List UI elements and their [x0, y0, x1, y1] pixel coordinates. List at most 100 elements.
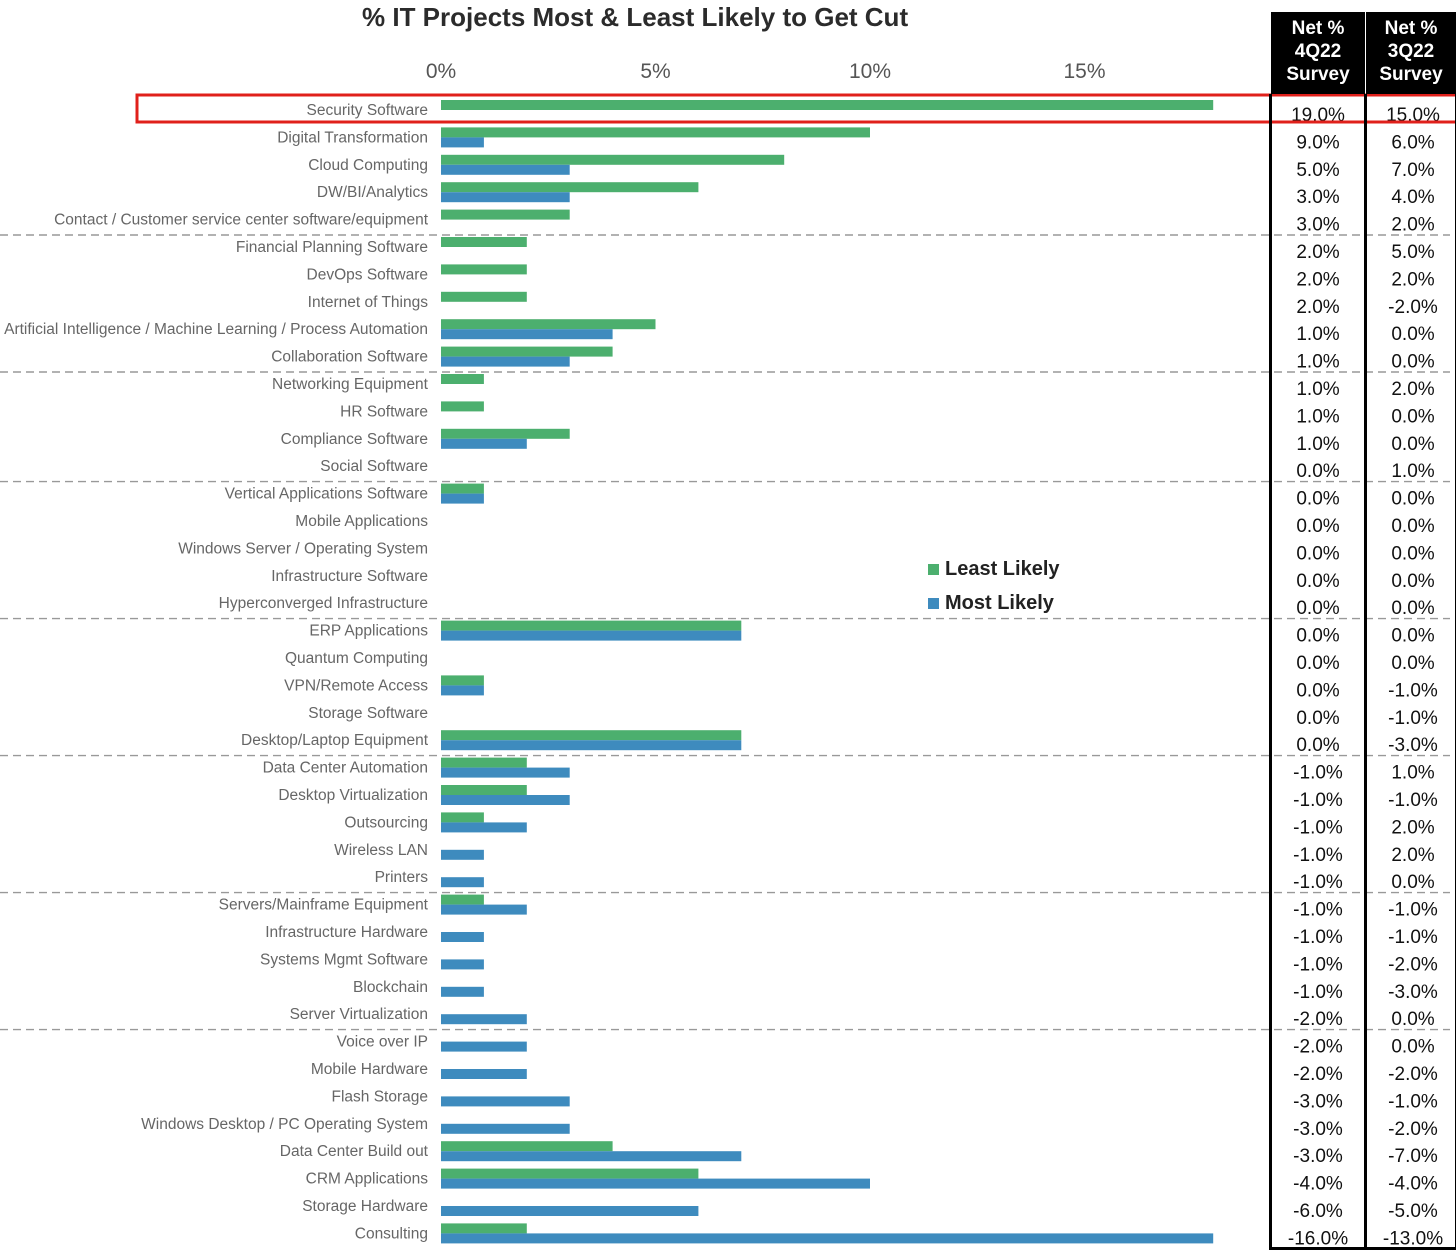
bar-most-likely-data-center-automation	[441, 767, 570, 778]
category-label-server-virtualization: Server Virtualization	[290, 1006, 428, 1023]
bar-most-likely-windows-desktop-pc-operating-system	[441, 1123, 570, 1134]
net-3q22-value: -2.0%	[1388, 954, 1438, 975]
category-label-mobile-hardware: Mobile Hardware	[311, 1061, 428, 1078]
bar-least-likely-data-center-build-out	[441, 1141, 613, 1152]
net-3q22-value: 0.0%	[1391, 626, 1434, 647]
net-3q22-value: -2.0%	[1388, 297, 1438, 318]
net-4q22-value: 3.0%	[1296, 187, 1339, 208]
bar-most-likely-collaboration-software	[441, 356, 570, 367]
net-4q22-value: -2.0%	[1293, 1009, 1343, 1030]
net-3q22-value: 6.0%	[1391, 132, 1434, 153]
net-3q22-value: 2.0%	[1391, 845, 1434, 866]
category-label-systems-mgmt-software: Systems Mgmt Software	[260, 951, 428, 968]
bar-least-likely-dw-bi-analytics	[441, 182, 699, 193]
bar-most-likely-mobile-hardware	[441, 1069, 527, 1079]
net-4q22-value: 2.0%	[1296, 269, 1339, 290]
category-label-desktop-virtualization: Desktop Virtualization	[278, 787, 428, 804]
bar-most-likely-flash-storage	[441, 1096, 570, 1107]
net-4q22-value: 1.0%	[1296, 379, 1339, 400]
net-4q22-value: -1.0%	[1293, 763, 1343, 784]
net-3q22-value: -3.0%	[1388, 735, 1438, 756]
net-4q22-value: 1.0%	[1296, 406, 1339, 427]
bar-most-likely-digital-transformation	[441, 137, 484, 148]
bar-most-likely-vertical-applications-software	[441, 493, 484, 504]
net-3q22-value: 2.0%	[1391, 269, 1434, 290]
net-3q22-value: -13.0%	[1383, 1228, 1443, 1249]
bar-least-likely-compliance-software	[441, 428, 570, 439]
net-3q22-value: -5.0%	[1388, 1201, 1438, 1222]
bar-least-likely-devops-software	[441, 264, 527, 275]
net-3q22-value: -1.0%	[1388, 790, 1438, 811]
net-3q22-value: -1.0%	[1388, 900, 1438, 921]
net-4q22-value: -1.0%	[1293, 845, 1343, 866]
legend-label-least-likely: Least Likely	[945, 557, 1060, 580]
category-label-social-software: Social Software	[320, 458, 428, 475]
net-3q22-value: 0.0%	[1391, 352, 1434, 373]
x-tick-label: 10%	[849, 60, 891, 83]
bar-most-likely-compliance-software	[441, 438, 527, 449]
net-4q22-value: -1.0%	[1293, 927, 1343, 948]
category-label-collaboration-software: Collaboration Software	[271, 349, 428, 366]
category-label-compliance-software: Compliance Software	[281, 431, 428, 448]
category-label-crm-applications: CRM Applications	[306, 1171, 429, 1188]
net-3q22-value: 0.0%	[1391, 598, 1434, 619]
bar-least-likely-servers-mainframe-equipment	[441, 894, 484, 905]
category-label-outsourcing: Outsourcing	[344, 814, 428, 831]
net-4q22-value: 0.0%	[1296, 653, 1339, 674]
category-label-vpn-remote-access: VPN/Remote Access	[284, 677, 428, 694]
bar-most-likely-server-virtualization	[441, 1014, 527, 1025]
bar-least-likely-internet-of-things	[441, 291, 527, 302]
net-3q22-value: 1.0%	[1391, 461, 1434, 482]
category-label-mobile-applications: Mobile Applications	[295, 513, 428, 530]
header-net-3q22: Net % 3Q22 Survey	[1366, 12, 1456, 94]
net-3q22-value: 0.0%	[1391, 489, 1434, 510]
category-label-consulting: Consulting	[355, 1225, 428, 1242]
category-label-storage-hardware: Storage Hardware	[302, 1198, 428, 1215]
category-label-blockchain: Blockchain	[353, 979, 428, 996]
bar-least-likely-security-software	[441, 100, 1214, 110]
net-4q22-value: 1.0%	[1296, 324, 1339, 345]
bar-least-likely-cloud-computing	[441, 154, 785, 165]
net-3q22-value: 0.0%	[1391, 543, 1434, 564]
category-label-flash-storage: Flash Storage	[332, 1088, 429, 1105]
net-4q22-value: -1.0%	[1293, 790, 1343, 811]
bar-least-likely-digital-transformation	[441, 127, 870, 138]
net-3q22-value: 2.0%	[1391, 379, 1434, 400]
net-4q22-value: 5.0%	[1296, 160, 1339, 181]
net-3q22-value: 7.0%	[1391, 160, 1434, 181]
net-3q22-value: 0.0%	[1391, 1009, 1434, 1030]
bar-most-likely-vpn-remote-access	[441, 685, 484, 696]
header-3q22-line1: Net %	[1384, 18, 1438, 39]
bar-least-likely-networking-equipment	[441, 374, 484, 384]
net-4q22-value: 0.0%	[1296, 516, 1339, 537]
category-label-internet-of-things: Internet of Things	[308, 294, 429, 311]
x-tick-label: 5%	[640, 60, 670, 83]
category-label-infrastructure-software: Infrastructure Software	[271, 568, 428, 585]
net-4q22-value: 2.0%	[1296, 242, 1339, 263]
bar-most-likely-servers-mainframe-equipment	[441, 904, 527, 915]
bar-most-likely-artificial-intelligence-machine-learning-process-automation	[441, 329, 613, 340]
category-label-desktop-laptop-equipment: Desktop/Laptop Equipment	[241, 732, 429, 749]
net-4q22-value: 0.0%	[1296, 708, 1339, 729]
net-4q22-value: -2.0%	[1293, 1064, 1343, 1085]
net-3q22-value: 0.0%	[1391, 324, 1434, 345]
bar-least-likely-erp-applications	[441, 620, 742, 631]
net-4q22-value: -3.0%	[1293, 1119, 1343, 1140]
net-4q22-value: 1.0%	[1296, 434, 1339, 455]
net-4q22-value: -1.0%	[1293, 954, 1343, 975]
legend: Least Likely Most Likely	[928, 552, 1060, 620]
bar-most-likely-printers	[441, 877, 484, 888]
x-tick-label: 0%	[426, 60, 456, 83]
bar-least-likely-data-center-automation	[441, 757, 527, 768]
category-label-hyperconverged-infrastructure: Hyperconverged Infrastructure	[219, 595, 428, 612]
net-3q22-value: -1.0%	[1388, 1091, 1438, 1112]
net-3q22-value: -2.0%	[1388, 1119, 1438, 1140]
net-4q22-value: -4.0%	[1293, 1174, 1343, 1195]
net-3q22-value: -3.0%	[1388, 982, 1438, 1003]
category-label-infrastructure-hardware: Infrastructure Hardware	[265, 924, 428, 941]
category-label-contact-customer-service-center-software-equipment: Contact / Customer service center softwa…	[54, 212, 429, 229]
x-tick-label: 15%	[1063, 60, 1105, 83]
net-3q22-value: 2.0%	[1391, 817, 1434, 838]
legend-swatch-most-likely	[928, 597, 939, 609]
